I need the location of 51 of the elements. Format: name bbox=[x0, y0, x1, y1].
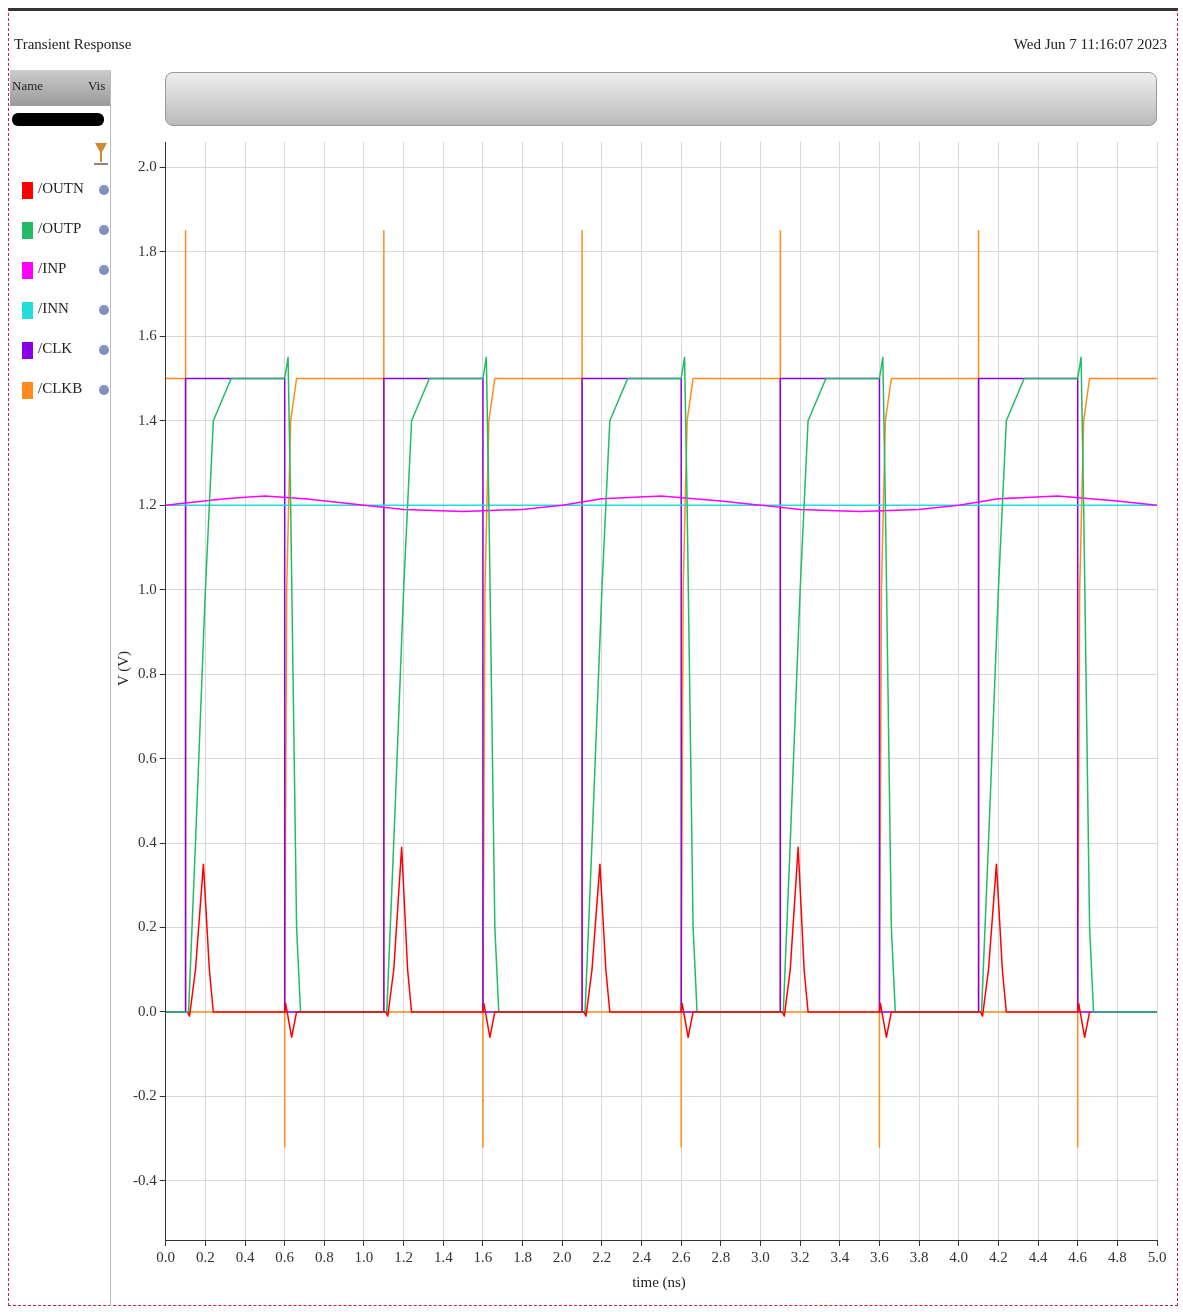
y-tick-label: 0.2 bbox=[138, 918, 157, 935]
x-tick-label: 4.2 bbox=[989, 1248, 1008, 1265]
x-tick-label: 1.0 bbox=[354, 1248, 374, 1265]
text: Name bbox=[12, 78, 44, 94]
x-axis-title: time (ns) bbox=[631, 1274, 687, 1291]
x-tick-label: 1.6 bbox=[473, 1248, 493, 1265]
legend-label: /OUTN bbox=[38, 180, 84, 197]
x-tick-label: 0.4 bbox=[235, 1248, 255, 1265]
x-tick-label: 2.6 bbox=[671, 1248, 692, 1265]
chart-title: Transient Response bbox=[14, 36, 132, 53]
x-tick-label: 2.2 bbox=[592, 1248, 612, 1265]
x-tick-label: 3.8 bbox=[909, 1248, 929, 1265]
y-tick-label: 0.6 bbox=[138, 749, 158, 766]
x-tick-label: 0.6 bbox=[275, 1248, 295, 1265]
x-tick-label: 3.4 bbox=[830, 1248, 850, 1265]
y-tick-label: 1.0 bbox=[138, 580, 157, 597]
legend-label: /INN bbox=[38, 300, 69, 317]
x-tick-label: 0.0 bbox=[156, 1248, 176, 1265]
x-tick-label: 4.8 bbox=[1107, 1248, 1127, 1265]
legend-label: /INP bbox=[38, 260, 67, 277]
x-tick-label: 3.2 bbox=[790, 1248, 810, 1265]
x-tick-label: 2.4 bbox=[632, 1248, 652, 1265]
y-tick-label: -0.2 bbox=[133, 1087, 157, 1104]
y-tick-label: 0.8 bbox=[138, 665, 157, 682]
legend-label: /OUTP bbox=[38, 220, 82, 237]
x-tick-label: 4.4 bbox=[1028, 1248, 1048, 1265]
legend-label: /CLKB bbox=[38, 380, 83, 397]
x-tick-label: 2.0 bbox=[552, 1248, 572, 1265]
x-tick-label: 4.6 bbox=[1068, 1248, 1088, 1265]
x-tick-label: 1.2 bbox=[394, 1248, 414, 1265]
y-tick-label: 1.2 bbox=[138, 496, 157, 513]
y-tick-label: 0.4 bbox=[138, 833, 158, 850]
y-tick-label: 1.4 bbox=[138, 411, 158, 428]
y-tick-label: 0.0 bbox=[138, 1002, 157, 1019]
y-tick-label: 1.6 bbox=[138, 327, 158, 344]
x-tick-label: 1.4 bbox=[433, 1248, 454, 1265]
x-tick-label: 3.0 bbox=[751, 1248, 770, 1265]
legend-label: /CLK bbox=[38, 340, 73, 357]
text: Vis bbox=[88, 78, 106, 94]
y-axis-title: V (V) bbox=[115, 650, 133, 687]
x-tick-label: 1.8 bbox=[513, 1248, 532, 1265]
x-tick-label: 0.2 bbox=[196, 1248, 215, 1265]
x-tick-label: 2.8 bbox=[711, 1248, 731, 1265]
y-tick-label: 2.0 bbox=[138, 158, 157, 175]
y-tick-label: 1.8 bbox=[138, 242, 157, 259]
x-tick-label: 0.8 bbox=[314, 1248, 334, 1265]
x-tick-label: 5.0 bbox=[1147, 1248, 1167, 1265]
text: Wed Jun 7 11:16:07 2023 bbox=[1013, 36, 1167, 53]
x-tick-label: 3.6 bbox=[870, 1248, 890, 1265]
x-tick-label: 4.0 bbox=[949, 1248, 969, 1265]
y-tick-label: -0.4 bbox=[133, 1171, 158, 1188]
